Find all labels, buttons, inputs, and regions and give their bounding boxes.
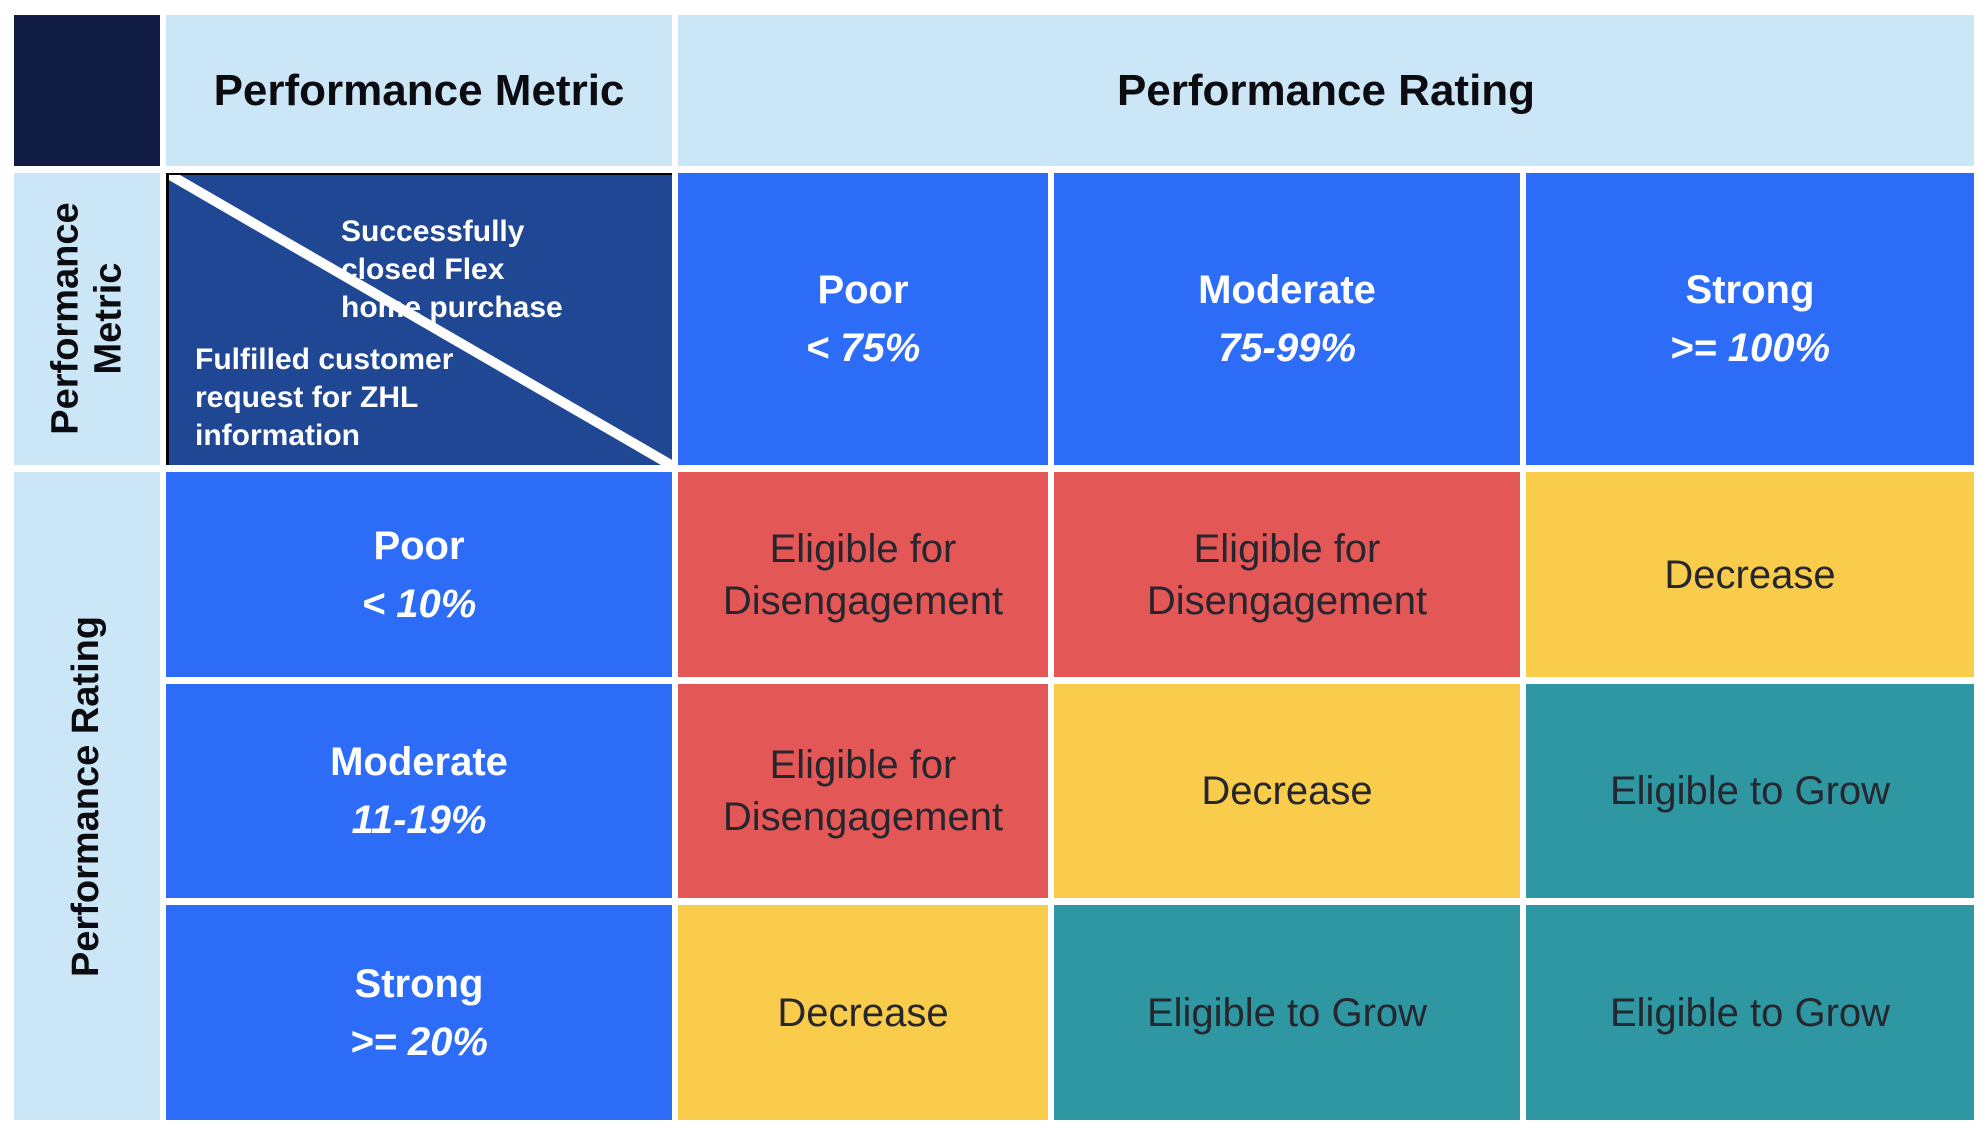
matrix-cell-r1c2-label: Eligible for Disengagement xyxy=(1146,526,1428,623)
rating-group-header: Performance Rating xyxy=(678,15,1974,166)
rating-group-header-label: Performance Rating xyxy=(1116,65,1536,115)
column-header-strong: Strong >= 100% xyxy=(1526,173,1974,465)
matrix-cell-r1c2: Eligible for Disengagement xyxy=(1054,472,1520,677)
column-header-moderate-label: Moderate xyxy=(1198,268,1376,312)
row-header-moderate-range: 11-19% xyxy=(351,798,487,842)
column-header-poor: Poor < 75% xyxy=(678,173,1048,465)
matrix-cell-r3c3: Eligible to Grow xyxy=(1526,905,1974,1120)
rating-side-label: Performance Rating xyxy=(65,615,108,977)
metric-group-header: Performance Metric xyxy=(166,15,672,166)
column-header-moderate-range: 75-99% xyxy=(1218,326,1356,370)
matrix-cell-r1c1: Eligible for Disengagement xyxy=(678,472,1048,677)
matrix-cell-r2c2: Decrease xyxy=(1054,684,1520,898)
rating-side-label-cell: Performance Rating xyxy=(14,472,160,1120)
matrix-cell-r1c3: Decrease xyxy=(1526,472,1974,677)
matrix-cell-r3c1: Decrease xyxy=(678,905,1048,1120)
column-header-poor-label: Poor xyxy=(817,268,909,312)
rating-side-label-wrap: Performance Rating xyxy=(14,472,160,1120)
metric-side-label: Performance Metric xyxy=(44,202,129,436)
metric-group-header-label: Performance Metric xyxy=(213,65,625,115)
corner-cell xyxy=(14,15,160,166)
row-header-strong-label: Strong xyxy=(354,961,484,1006)
metric-side-label-wrap: Performance Metric xyxy=(14,173,160,465)
matrix-cell-r2c1: Eligible for Disengagement xyxy=(678,684,1048,898)
row-header-poor-label: Poor xyxy=(373,523,465,568)
row-header-poor: Poor < 10% xyxy=(166,472,672,677)
matrix-cell-r1c1-label: Eligible for Disengagement xyxy=(722,526,1004,623)
matrix-cell-r2c1-label: Eligible for Disengagement xyxy=(722,743,1004,839)
column-header-strong-range: >= 100% xyxy=(1669,326,1831,370)
row-header-strong-range: >= 20% xyxy=(350,1019,488,1064)
matrix-cell-r3c2: Eligible to Grow xyxy=(1054,905,1520,1120)
matrix-cell-r2c3: Eligible to Grow xyxy=(1526,684,1974,898)
column-header-poor-range: < 75% xyxy=(805,326,921,370)
row-header-moderate: Moderate 11-19% xyxy=(166,684,672,898)
metric-side-label-cell: Performance Metric xyxy=(14,173,160,465)
row-header-moderate-label: Moderate xyxy=(330,740,508,784)
row-metric-label: Fulfilled customer request for ZHL infor… xyxy=(195,342,454,452)
row-header-poor-range: < 10% xyxy=(361,581,477,626)
matrix-cell-r2c3-label: Eligible to Grow xyxy=(1609,769,1891,813)
diagonal-header-cell: Successfully closed Flex home purchase F… xyxy=(166,173,672,465)
row-header-strong: Strong >= 20% xyxy=(166,905,672,1120)
column-header-moderate: Moderate 75-99% xyxy=(1054,173,1520,465)
column-header-strong-label: Strong xyxy=(1685,268,1815,312)
matrix-cell-r3c2-label: Eligible to Grow xyxy=(1146,990,1428,1035)
matrix-cell-r3c1-label: Decrease xyxy=(777,990,949,1035)
matrix-cell-r2c2-label: Decrease xyxy=(1201,769,1373,813)
matrix-cell-r1c3-label: Decrease xyxy=(1664,552,1836,597)
matrix-cell-r3c3-label: Eligible to Grow xyxy=(1609,990,1891,1035)
column-metric-label: Successfully closed Flex home purchase xyxy=(341,215,563,325)
